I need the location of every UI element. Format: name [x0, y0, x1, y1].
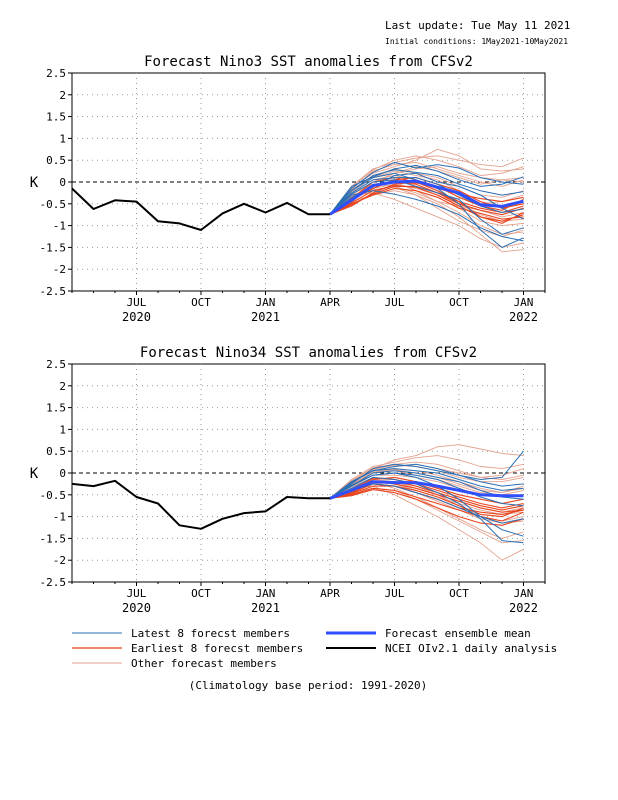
chart-title: Forecast Nino3 SST anomalies from CFSv2: [144, 54, 473, 70]
x-tick-year-label: 2021: [251, 310, 280, 324]
x-tick-label: JAN: [256, 587, 276, 600]
y-tick-label: -2.5: [40, 576, 67, 589]
latest-member-line: [329, 472, 524, 507]
other-member-line: [329, 155, 524, 215]
y-axis-label: K: [30, 466, 39, 482]
legend-label-mean: Forecast ensemble mean: [385, 627, 531, 640]
earliest-member-line: [329, 485, 524, 518]
y-tick-label: -2.5: [40, 285, 67, 298]
earliest-member-line: [329, 489, 524, 526]
latest-member-line: [329, 179, 524, 235]
earliest-member-line: [329, 487, 524, 522]
y-tick-label: 1.5: [46, 111, 66, 124]
x-tick-label: APR: [320, 296, 340, 309]
x-tick-label: OCT: [191, 587, 211, 600]
latest-member-line: [329, 161, 524, 215]
other-member-line: [329, 183, 524, 218]
analysis-line: [72, 479, 330, 530]
x-tick-year-label: 2022: [509, 310, 538, 324]
y-tick-label: 1: [59, 423, 66, 436]
latest-member-line: [329, 476, 524, 544]
x-tick-year-label: 2022: [509, 601, 538, 615]
y-tick-label: 2.5: [46, 67, 66, 80]
ensemble-mean-line: [329, 480, 524, 500]
y-tick-label: 2: [59, 380, 66, 393]
x-tick-label: JUL: [385, 296, 405, 309]
legend-label-latest: Latest 8 forecst members: [131, 627, 290, 640]
y-tick-label: 2: [59, 89, 66, 102]
initial-conditions-text: Initial conditions: 1May2021-10May2021: [385, 37, 569, 46]
legend-label-analysis: NCEI OIv2.1 daily analysis: [385, 642, 557, 655]
y-tick-label: 0.5: [46, 445, 66, 458]
y-tick-label: -1: [53, 511, 66, 524]
y-tick-label: 0.5: [46, 154, 66, 167]
y-tick-label: 0: [59, 467, 66, 480]
y-tick-label: -1.5: [40, 241, 67, 254]
ensemble-mean-line: [329, 179, 524, 216]
analysis-line: [72, 187, 330, 231]
y-tick-label: 2.5: [46, 358, 66, 371]
x-tick-label: JAN: [514, 587, 534, 600]
x-tick-label: JAN: [514, 296, 534, 309]
x-tick-year-label: 2020: [122, 601, 151, 615]
y-tick-label: -2: [53, 554, 66, 567]
x-tick-year-label: 2020: [122, 310, 151, 324]
nino34-chart: Forecast Nino34 SST anomalies from CFSv2…: [30, 345, 546, 615]
y-tick-label: -1: [53, 220, 66, 233]
x-tick-label: OCT: [191, 296, 211, 309]
legend-label-earliest: Earliest 8 forecst members: [131, 642, 303, 655]
latest-member-line: [329, 177, 524, 215]
latest-member-line: [329, 164, 524, 215]
plot-area: [72, 444, 524, 561]
x-tick-label: JUL: [127, 296, 147, 309]
earliest-member-line: [329, 477, 524, 509]
plot-area: [72, 148, 524, 253]
other-member-line: [329, 461, 524, 499]
x-tick-label: OCT: [449, 296, 469, 309]
legend: Latest 8 forecst members Earliest 8 forec…: [72, 627, 557, 670]
y-tick-label: 0: [59, 176, 66, 189]
y-tick-label: -2: [53, 263, 66, 276]
x-tick-label: JUL: [127, 587, 147, 600]
x-tick-label: APR: [320, 587, 340, 600]
latest-member-line: [329, 468, 524, 499]
x-tick-year-label: 2021: [251, 601, 280, 615]
earliest-member-line: [329, 184, 524, 222]
other-member-line: [329, 190, 524, 253]
legend-label-other: Other forecast members: [131, 657, 277, 670]
latest-member-line: [329, 470, 524, 500]
y-axis-label: K: [30, 175, 39, 191]
y-tick-label: -0.5: [40, 198, 67, 211]
x-tick-label: JUL: [385, 587, 405, 600]
y-tick-label: -0.5: [40, 489, 67, 502]
other-member-line: [329, 155, 524, 215]
x-tick-label: JAN: [256, 296, 276, 309]
nino3-chart: Forecast Nino3 SST anomalies from CFSv2 -…: [30, 54, 546, 324]
climatology-note: (Climatology base period: 1991-2020): [189, 679, 427, 692]
latest-member-line: [329, 169, 524, 215]
last-update-text: Last update: Tue May 11 2021: [385, 19, 571, 32]
other-member-line: [329, 455, 524, 499]
y-tick-label: 1.5: [46, 402, 66, 415]
chart-title: Forecast Nino34 SST anomalies from CFSv2: [140, 345, 477, 361]
y-tick-label: 1: [59, 132, 66, 145]
x-tick-label: OCT: [449, 587, 469, 600]
y-tick-label: -1.5: [40, 532, 67, 545]
